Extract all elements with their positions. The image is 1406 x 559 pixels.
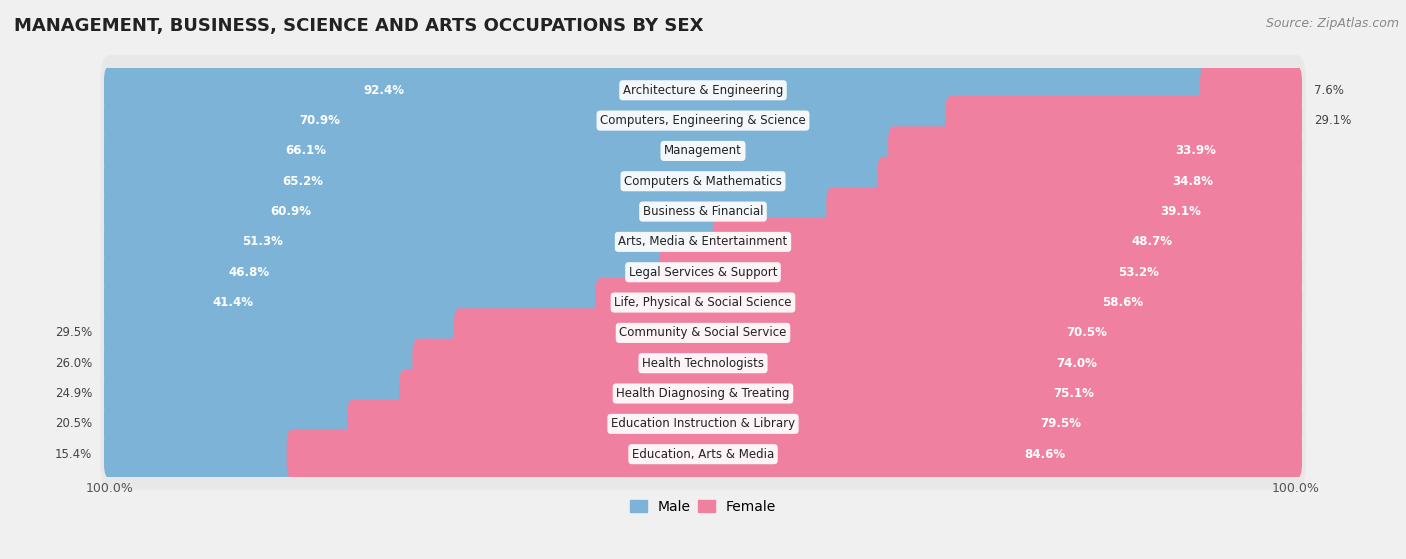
FancyBboxPatch shape — [412, 339, 1302, 388]
Text: Architecture & Engineering: Architecture & Engineering — [623, 84, 783, 97]
Text: 39.1%: 39.1% — [1160, 205, 1201, 218]
FancyBboxPatch shape — [104, 96, 957, 145]
FancyBboxPatch shape — [100, 237, 1306, 307]
FancyBboxPatch shape — [713, 217, 1302, 267]
FancyBboxPatch shape — [877, 157, 1302, 206]
FancyBboxPatch shape — [104, 430, 298, 479]
Text: Community & Social Service: Community & Social Service — [619, 326, 787, 339]
FancyBboxPatch shape — [100, 116, 1306, 186]
Text: 26.0%: 26.0% — [55, 357, 93, 369]
FancyBboxPatch shape — [100, 267, 1306, 338]
Text: 48.7%: 48.7% — [1132, 235, 1173, 248]
Text: Arts, Media & Entertainment: Arts, Media & Entertainment — [619, 235, 787, 248]
Text: 66.1%: 66.1% — [285, 144, 326, 158]
FancyBboxPatch shape — [104, 369, 411, 418]
Text: 46.8%: 46.8% — [228, 266, 269, 279]
FancyBboxPatch shape — [100, 206, 1306, 277]
FancyBboxPatch shape — [104, 399, 359, 448]
Text: 15.4%: 15.4% — [55, 448, 93, 461]
Text: Source: ZipAtlas.com: Source: ZipAtlas.com — [1265, 17, 1399, 30]
Text: 58.6%: 58.6% — [1102, 296, 1143, 309]
FancyBboxPatch shape — [595, 278, 1302, 327]
FancyBboxPatch shape — [104, 339, 425, 388]
FancyBboxPatch shape — [104, 248, 671, 297]
Text: 51.3%: 51.3% — [242, 235, 283, 248]
Text: 34.8%: 34.8% — [1173, 175, 1213, 188]
Text: Education Instruction & Library: Education Instruction & Library — [612, 418, 794, 430]
FancyBboxPatch shape — [100, 389, 1306, 459]
Text: 84.6%: 84.6% — [1025, 448, 1066, 461]
FancyBboxPatch shape — [100, 85, 1306, 156]
FancyBboxPatch shape — [100, 55, 1306, 126]
Text: 20.5%: 20.5% — [55, 418, 93, 430]
Text: 29.1%: 29.1% — [1313, 114, 1351, 127]
Text: Health Diagnosing & Treating: Health Diagnosing & Treating — [616, 387, 790, 400]
Text: Legal Services & Support: Legal Services & Support — [628, 266, 778, 279]
FancyBboxPatch shape — [104, 278, 607, 327]
FancyBboxPatch shape — [287, 430, 1302, 479]
FancyBboxPatch shape — [399, 369, 1302, 418]
Text: 65.2%: 65.2% — [283, 175, 323, 188]
Text: 75.1%: 75.1% — [1053, 387, 1094, 400]
FancyBboxPatch shape — [100, 146, 1306, 217]
Text: 29.5%: 29.5% — [55, 326, 93, 339]
FancyBboxPatch shape — [100, 419, 1306, 490]
Text: 60.9%: 60.9% — [270, 205, 311, 218]
Text: MANAGEMENT, BUSINESS, SCIENCE AND ARTS OCCUPATIONS BY SEX: MANAGEMENT, BUSINESS, SCIENCE AND ARTS O… — [14, 17, 703, 35]
FancyBboxPatch shape — [104, 157, 889, 206]
Legend: Male, Female: Male, Female — [624, 494, 782, 519]
FancyBboxPatch shape — [889, 126, 1302, 176]
Text: Computers, Engineering & Science: Computers, Engineering & Science — [600, 114, 806, 127]
Text: Management: Management — [664, 144, 742, 158]
Text: 41.4%: 41.4% — [212, 296, 253, 309]
Text: Education, Arts & Media: Education, Arts & Media — [631, 448, 775, 461]
Text: 70.5%: 70.5% — [1067, 326, 1108, 339]
FancyBboxPatch shape — [827, 187, 1302, 236]
Text: 70.9%: 70.9% — [299, 114, 340, 127]
FancyBboxPatch shape — [100, 297, 1306, 368]
FancyBboxPatch shape — [659, 248, 1302, 297]
Text: 74.0%: 74.0% — [1056, 357, 1097, 369]
Text: 79.5%: 79.5% — [1040, 418, 1081, 430]
FancyBboxPatch shape — [454, 309, 1302, 357]
FancyBboxPatch shape — [100, 176, 1306, 247]
FancyBboxPatch shape — [100, 328, 1306, 399]
FancyBboxPatch shape — [347, 399, 1302, 448]
FancyBboxPatch shape — [945, 96, 1302, 145]
Text: Business & Financial: Business & Financial — [643, 205, 763, 218]
FancyBboxPatch shape — [104, 126, 900, 176]
Text: 7.6%: 7.6% — [1313, 84, 1344, 97]
Text: Health Technologists: Health Technologists — [643, 357, 763, 369]
FancyBboxPatch shape — [104, 187, 838, 236]
Text: 33.9%: 33.9% — [1175, 144, 1216, 158]
Text: 24.9%: 24.9% — [55, 387, 93, 400]
FancyBboxPatch shape — [104, 309, 465, 357]
Text: Life, Physical & Social Science: Life, Physical & Social Science — [614, 296, 792, 309]
FancyBboxPatch shape — [1199, 66, 1302, 115]
Text: Computers & Mathematics: Computers & Mathematics — [624, 175, 782, 188]
FancyBboxPatch shape — [104, 66, 1212, 115]
Text: 53.2%: 53.2% — [1118, 266, 1159, 279]
FancyBboxPatch shape — [100, 358, 1306, 429]
FancyBboxPatch shape — [104, 217, 724, 267]
Text: 92.4%: 92.4% — [363, 84, 405, 97]
